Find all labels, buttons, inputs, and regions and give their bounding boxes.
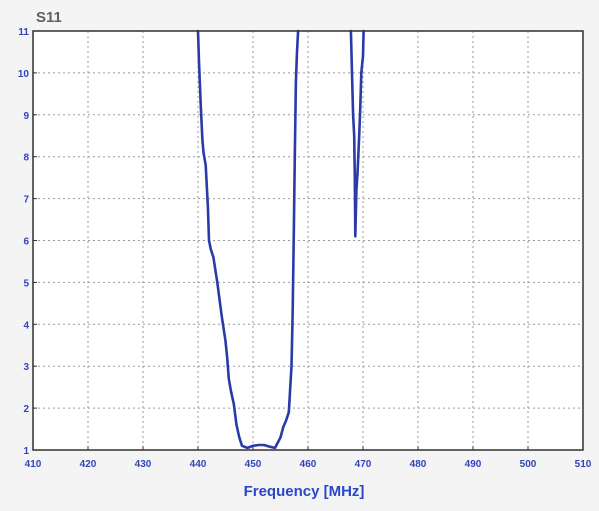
y-tick-labels: 1 2 3 4 5 6 7 8 9 10 11 xyxy=(18,27,30,457)
chart-title: S11 xyxy=(36,9,62,26)
x-tick-label: 480 xyxy=(410,459,427,470)
y-tick-label: 6 xyxy=(23,237,29,248)
y-tick-label: 11 xyxy=(18,27,29,38)
y-tick-label: 5 xyxy=(23,278,29,289)
x-tick-label: 460 xyxy=(300,459,317,470)
y-tick-label: 4 xyxy=(23,320,29,331)
x-tick-label: 410 xyxy=(25,459,42,470)
x-tick-label: 470 xyxy=(355,459,372,470)
x-tick-labels: 410 420 430 440 450 460 470 480 490 500 510 xyxy=(25,459,592,470)
x-tick-label: 440 xyxy=(190,459,207,470)
y-tick-label: 10 xyxy=(18,69,30,80)
s11-curve-1 xyxy=(196,29,300,450)
y-tick-label: 1 xyxy=(23,446,29,457)
y-tick-label: 2 xyxy=(23,404,29,415)
x-axis-label: Frequency [MHz] xyxy=(244,483,365,500)
x-tick-label: 510 xyxy=(575,459,592,470)
series-layer xyxy=(196,29,365,450)
x-tick-label: 500 xyxy=(520,459,537,470)
plot-frame xyxy=(32,30,584,451)
y-tick-label: 8 xyxy=(23,153,29,164)
x-tick-label: 420 xyxy=(80,459,97,470)
y-tick-label: 7 xyxy=(23,195,29,206)
y-tick-label: 3 xyxy=(23,362,29,373)
y-tick-label: 9 xyxy=(23,111,29,122)
x-tick-label: 430 xyxy=(135,459,152,470)
x-tick-label: 490 xyxy=(465,459,482,470)
grid-lines xyxy=(32,30,584,451)
s11-curve-2 xyxy=(349,29,365,238)
x-tick-label: 450 xyxy=(245,459,262,470)
